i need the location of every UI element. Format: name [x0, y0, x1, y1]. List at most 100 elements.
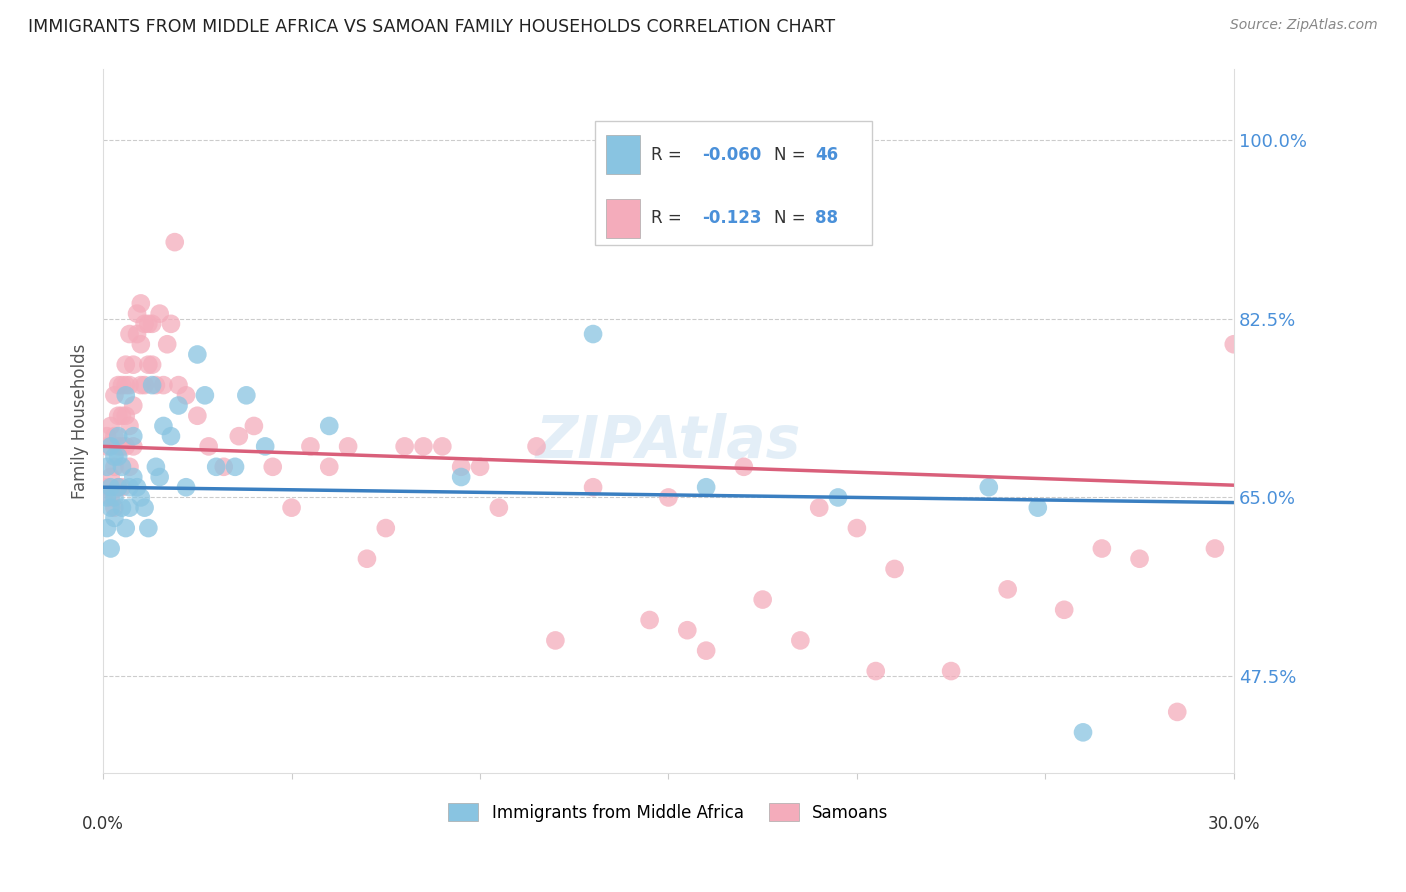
Point [141, 378, 163, 392]
Point [582, 480, 605, 494]
Point [122, 358, 145, 372]
Point [1223, 337, 1246, 351]
Point [114, 378, 136, 392]
Y-axis label: Family Households: Family Households [72, 343, 89, 499]
Point [149, 470, 172, 484]
Point [262, 459, 284, 474]
Point [129, 296, 152, 310]
Point [107, 480, 129, 494]
Point [111, 480, 134, 494]
Point [197, 439, 219, 453]
Point [107, 429, 129, 443]
FancyBboxPatch shape [595, 121, 872, 244]
Point [695, 643, 717, 657]
Point [827, 491, 849, 505]
Text: Source: ZipAtlas.com: Source: ZipAtlas.com [1230, 18, 1378, 32]
Point [107, 378, 129, 392]
Point [152, 419, 174, 434]
Point [141, 317, 163, 331]
Point [356, 551, 378, 566]
Point [100, 541, 122, 556]
Point [96, 429, 118, 443]
Point [412, 439, 434, 453]
Point [865, 664, 887, 678]
Point [96, 521, 118, 535]
Point [100, 480, 122, 494]
Point [156, 337, 179, 351]
Point [228, 429, 250, 443]
Point [141, 358, 163, 372]
Text: 46: 46 [815, 146, 838, 164]
Point [243, 419, 266, 434]
Point [205, 459, 228, 474]
Point [129, 491, 152, 505]
Point [107, 450, 129, 464]
Point [111, 409, 134, 423]
Point [1128, 551, 1150, 566]
Point [318, 459, 340, 474]
Text: ZIPAtlas: ZIPAtlas [536, 414, 801, 470]
Point [103, 429, 125, 443]
Point [733, 459, 755, 474]
Point [118, 326, 141, 341]
Point [224, 459, 246, 474]
Point [450, 470, 472, 484]
Point [138, 521, 160, 535]
Point [134, 378, 156, 392]
Point [145, 459, 167, 474]
Point [129, 337, 152, 351]
Point [114, 521, 136, 535]
Point [100, 419, 122, 434]
Point [145, 378, 167, 392]
Point [235, 388, 257, 402]
Text: R =: R = [651, 209, 693, 227]
Point [160, 429, 183, 443]
Point [100, 439, 122, 453]
Bar [606, 199, 640, 237]
Point [432, 439, 454, 453]
Point [134, 500, 156, 515]
Legend: Immigrants from Middle Africa, Samoans: Immigrants from Middle Africa, Samoans [441, 797, 896, 829]
Text: -0.060: -0.060 [703, 146, 762, 164]
Point [100, 491, 122, 505]
Point [1204, 541, 1226, 556]
Point [695, 480, 717, 494]
Point [152, 378, 174, 392]
Point [118, 459, 141, 474]
Point [103, 491, 125, 505]
Point [122, 439, 145, 453]
Point [134, 317, 156, 331]
Point [96, 491, 118, 505]
Point [96, 459, 118, 474]
Point [582, 326, 605, 341]
Text: R =: R = [651, 146, 688, 164]
Point [1091, 541, 1114, 556]
Point [186, 347, 208, 361]
Point [845, 521, 868, 535]
Point [111, 378, 134, 392]
Point [122, 399, 145, 413]
Point [1071, 725, 1094, 739]
Text: 0.0%: 0.0% [82, 815, 124, 833]
Point [299, 439, 322, 453]
Point [163, 235, 186, 249]
Point [103, 500, 125, 515]
Point [125, 307, 148, 321]
Point [194, 388, 217, 402]
Text: IMMIGRANTS FROM MIDDLE AFRICA VS SAMOAN FAMILY HOUSEHOLDS CORRELATION CHART: IMMIGRANTS FROM MIDDLE AFRICA VS SAMOAN … [28, 18, 835, 36]
Point [939, 664, 962, 678]
Point [118, 480, 141, 494]
Point [751, 592, 773, 607]
Point [254, 439, 277, 453]
Point [96, 480, 118, 494]
Point [997, 582, 1019, 597]
Text: -0.123: -0.123 [703, 209, 762, 227]
Point [138, 317, 160, 331]
Text: 88: 88 [815, 209, 838, 227]
Point [638, 613, 661, 627]
Point [125, 480, 148, 494]
Text: N =: N = [773, 209, 810, 227]
Point [107, 439, 129, 453]
Point [125, 326, 148, 341]
Point [107, 409, 129, 423]
